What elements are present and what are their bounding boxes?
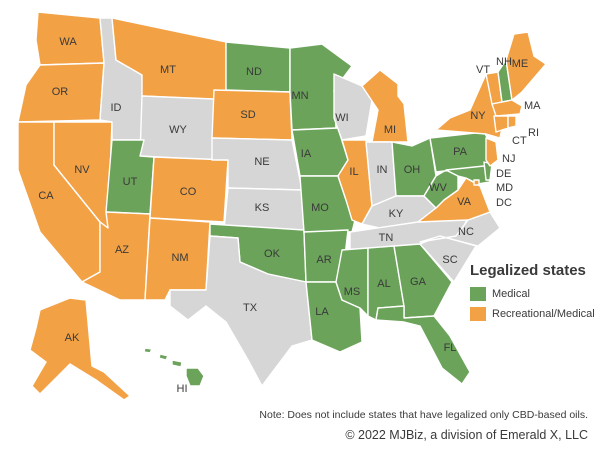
legend-item-medical: Medical	[470, 287, 600, 301]
state-label-sd: SD	[240, 109, 255, 121]
state-label-va: VA	[457, 196, 472, 208]
state-label-nm: NM	[171, 252, 188, 264]
state-label-ny: NY	[470, 110, 486, 122]
legend-title: Legalized states	[470, 262, 586, 279]
state-ma[interactable]	[491, 99, 523, 117]
state-label-ok: OK	[264, 248, 281, 260]
state-label-vt: VT	[476, 64, 490, 76]
state-mi[interactable]	[361, 69, 409, 143]
state-label-nj: NJ	[502, 153, 515, 165]
state-label-tx: TX	[243, 302, 258, 314]
state-label-fl: FL	[444, 342, 457, 354]
state-label-nh: NH	[496, 56, 512, 68]
state-label-ky: KY	[389, 208, 404, 220]
state-label-ms: MS	[344, 286, 361, 298]
state-label-me: ME	[512, 58, 529, 70]
state-label-nv: NV	[74, 164, 90, 176]
state-label-sc: SC	[442, 254, 457, 266]
state-label-al: AL	[377, 278, 390, 290]
state-nj[interactable]	[485, 137, 499, 167]
state-ct[interactable]	[493, 115, 509, 133]
state-label-or: OR	[52, 86, 69, 98]
state-label-ut: UT	[123, 176, 138, 188]
state-label-az: AZ	[115, 244, 129, 256]
legend-swatch-medical	[470, 287, 486, 301]
state-label-ne: NE	[254, 156, 269, 168]
state-label-oh: OH	[404, 164, 421, 176]
state-label-id: ID	[111, 102, 122, 114]
state-dc[interactable]	[473, 179, 480, 186]
state-tx[interactable]	[169, 235, 313, 387]
state-hi[interactable]	[143, 347, 205, 387]
state-fl[interactable]	[375, 305, 471, 385]
state-label-ks: KS	[255, 202, 270, 214]
state-label-nd: ND	[246, 66, 262, 78]
state-label-il: IL	[349, 166, 358, 178]
legend-swatch-recreational	[470, 307, 486, 321]
state-or[interactable]	[17, 62, 105, 123]
legend-label-medical: Medical	[492, 288, 530, 300]
state-label-mn: MN	[291, 90, 308, 102]
legend: Legalized states Medical Recreational/Me…	[470, 262, 600, 327]
state-label-wi: WI	[335, 112, 348, 124]
state-label-in: IN	[377, 164, 388, 176]
state-label-wy: WY	[169, 124, 187, 136]
legend-item-recreational: Recreational/Medical	[470, 307, 600, 321]
state-label-ga: GA	[410, 276, 427, 288]
copyright: © 2022 MJBiz, a division of Emerald X, L…	[345, 428, 588, 442]
footnote: Note: Does not include states that have …	[259, 409, 588, 421]
state-ak[interactable]	[29, 297, 131, 401]
state-nc[interactable]	[419, 211, 501, 247]
state-label-dc: DC	[496, 197, 512, 209]
state-label-ct: CT	[512, 135, 527, 147]
state-label-la: LA	[315, 306, 329, 318]
state-label-ak: AK	[65, 332, 80, 344]
state-label-tn: TN	[379, 232, 394, 244]
state-label-ar: AR	[316, 254, 331, 266]
state-label-wv: WV	[429, 182, 447, 194]
state-label-mo: MO	[311, 202, 329, 214]
state-label-co: CO	[180, 186, 197, 198]
state-label-ri: RI	[528, 127, 539, 139]
state-label-de: DE	[496, 168, 511, 180]
state-co[interactable]	[149, 156, 229, 223]
state-label-ia: IA	[301, 148, 312, 160]
state-me[interactable]	[505, 31, 547, 101]
legend-label-recreational: Recreational/Medical	[492, 308, 595, 320]
state-label-nc: NC	[458, 226, 474, 238]
state-label-pa: PA	[453, 146, 468, 158]
state-label-ma: MA	[524, 100, 541, 112]
state-wv[interactable]	[423, 169, 459, 209]
state-label-mt: MT	[160, 64, 176, 76]
state-label-wa: WA	[59, 36, 77, 48]
state-label-ca: CA	[38, 190, 54, 202]
state-label-md: MD	[496, 182, 513, 194]
state-label-mi: MI	[384, 124, 396, 136]
state-label-hi: HI	[177, 383, 188, 395]
state-ri[interactable]	[507, 115, 517, 129]
